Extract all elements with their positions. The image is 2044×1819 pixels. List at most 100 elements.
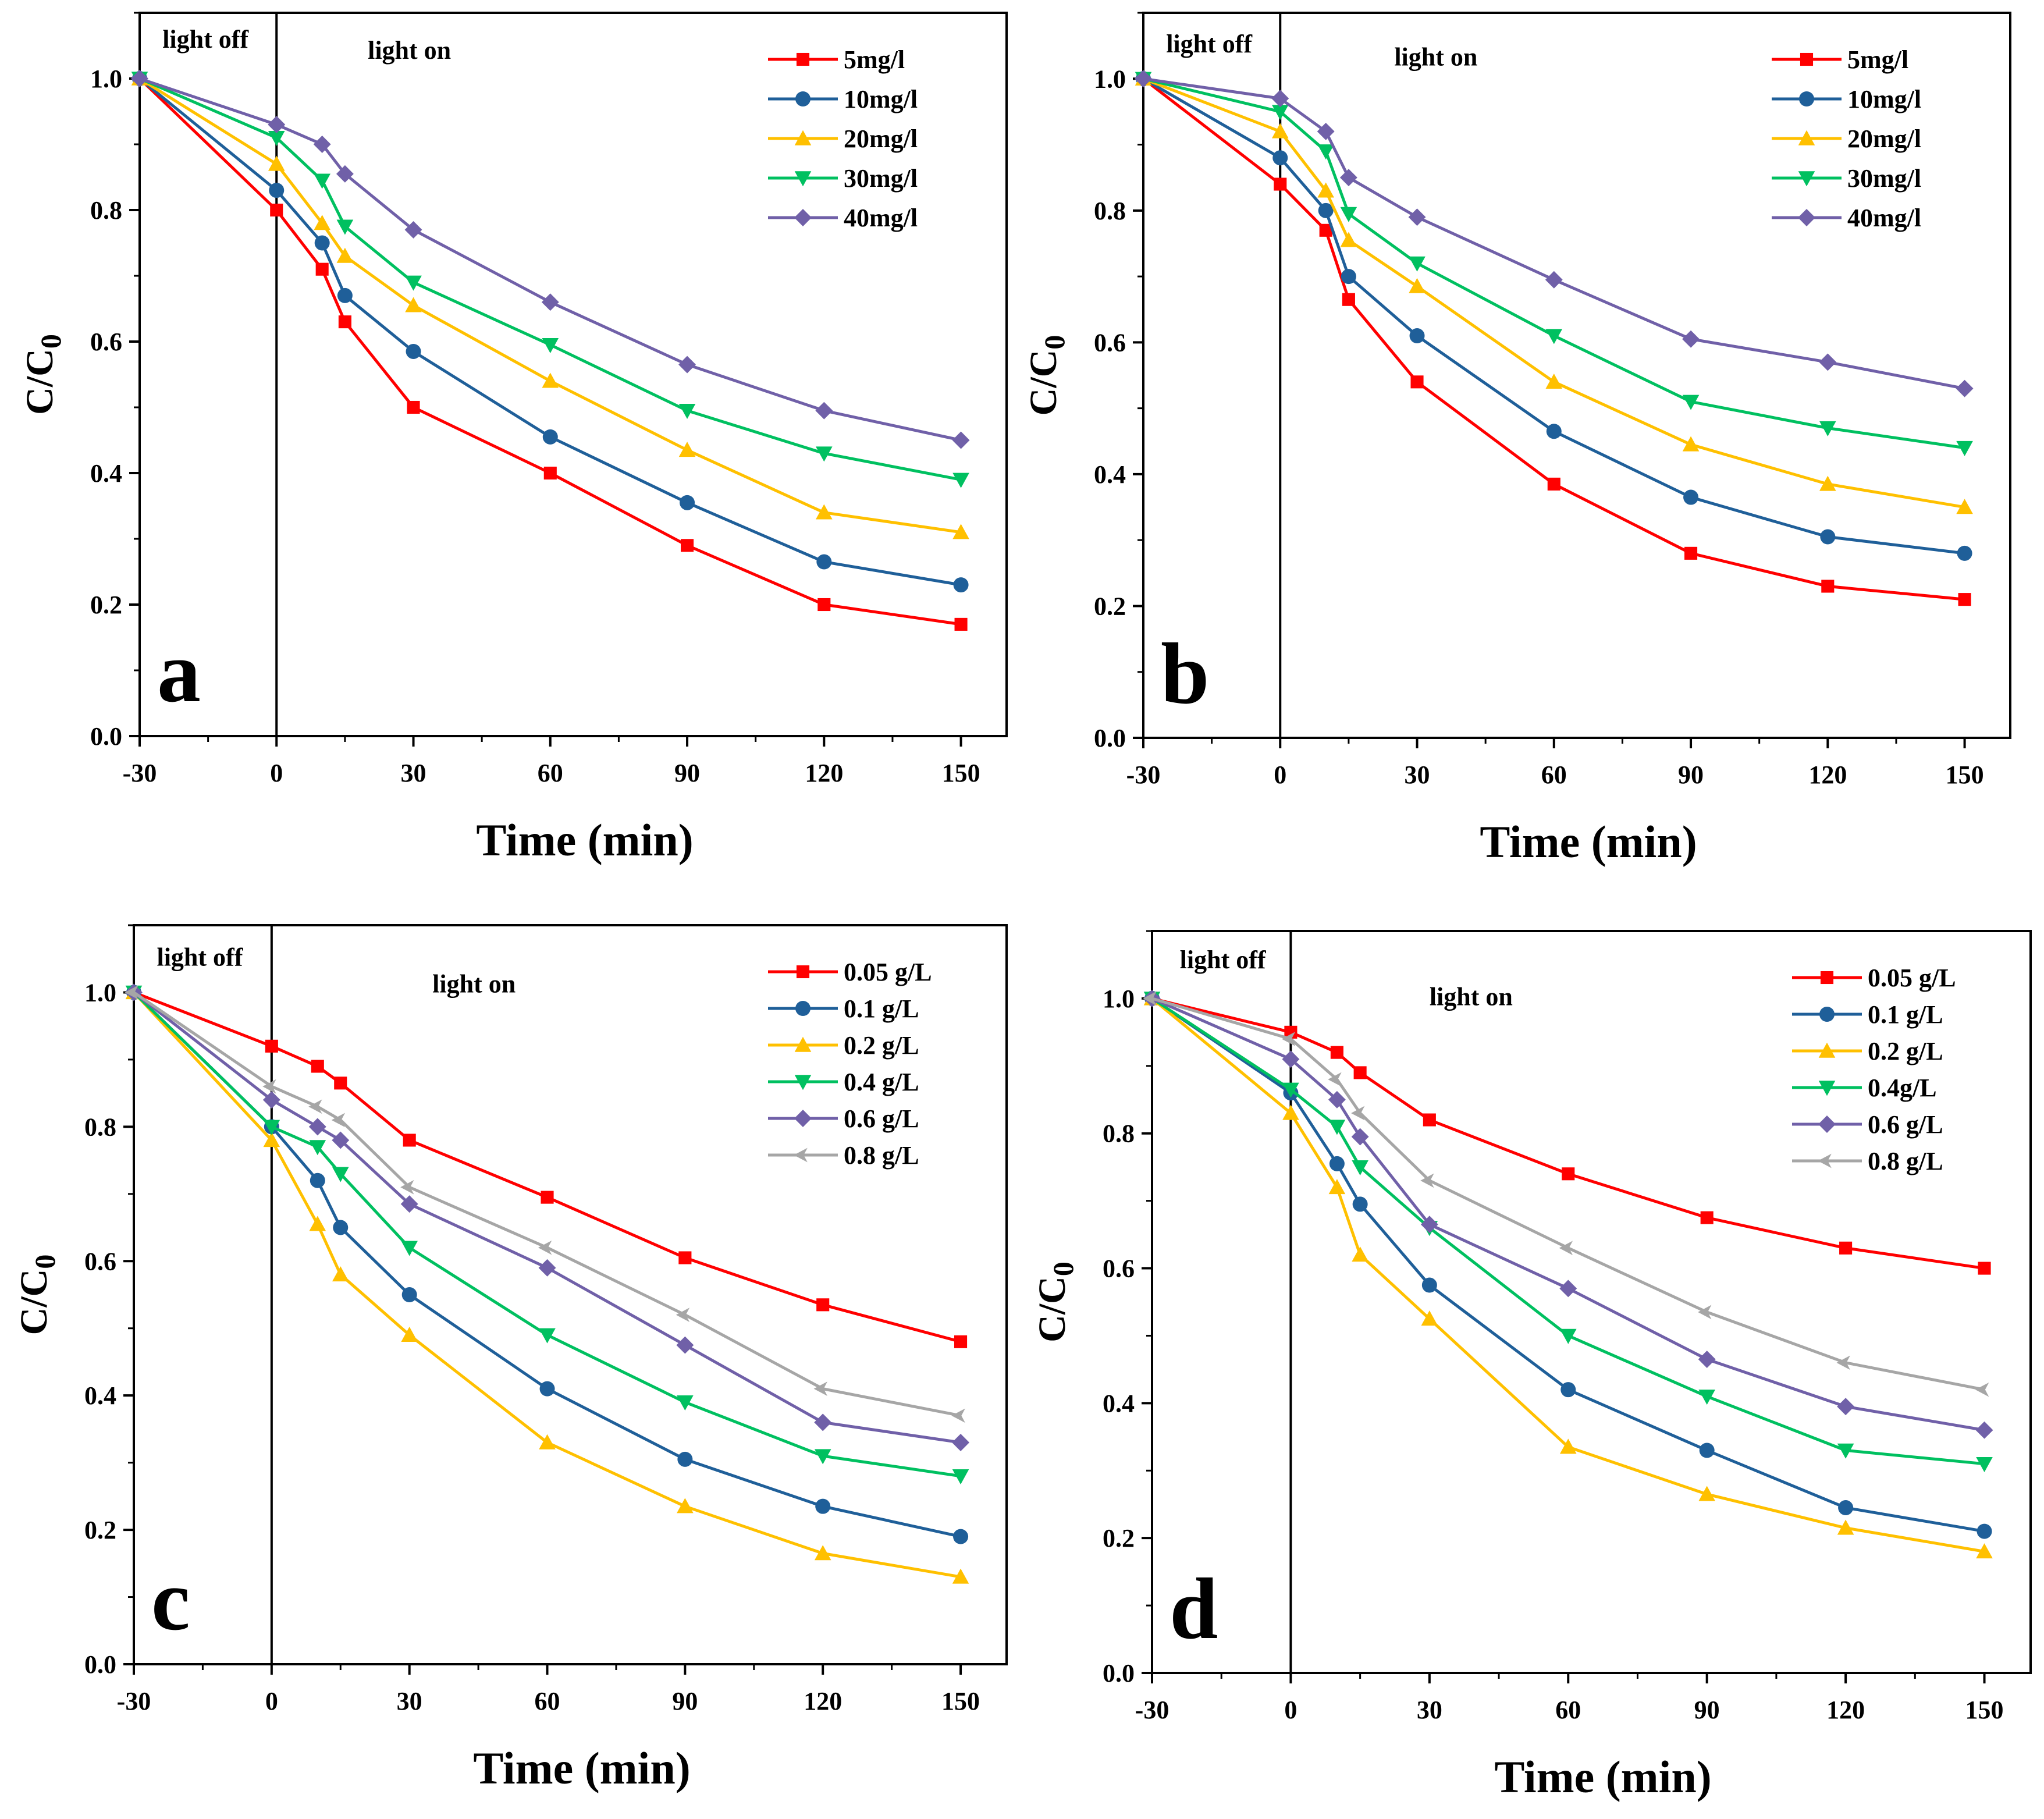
y-tick-label: 0.6 [84, 1247, 116, 1276]
legend-marker [795, 91, 811, 106]
data-point [1819, 353, 1837, 371]
y-axis-title-text: C/C [1031, 1276, 1073, 1342]
y-axis-title: C/C0 [19, 334, 67, 415]
light-off-label: light off [157, 943, 243, 971]
data-point [1698, 1390, 1715, 1405]
data-point [677, 1451, 693, 1467]
data-point [404, 221, 422, 239]
data-point [817, 598, 831, 612]
x-tick-label: 90 [672, 1687, 698, 1715]
legend-marker [794, 171, 812, 187]
data-point [541, 293, 559, 311]
data-point [314, 235, 330, 251]
legend-marker [794, 1075, 812, 1090]
light-on-label: light on [368, 36, 451, 65]
panel-letter: c [151, 1552, 190, 1649]
data-point [1819, 475, 1836, 491]
y-axis-title-text: C/C [13, 1269, 55, 1335]
data-point [954, 617, 968, 631]
y-axis-title-text: C/C [19, 349, 61, 415]
data-point [542, 429, 558, 445]
data-point [1271, 90, 1289, 108]
legend-marker [1798, 171, 1815, 187]
data-point [309, 1216, 326, 1231]
data-point [1559, 1438, 1577, 1454]
data-point [1317, 122, 1335, 140]
data-point [676, 1336, 694, 1354]
data-point [1975, 1421, 1993, 1439]
data-point [538, 1240, 552, 1255]
data-point [1820, 529, 1836, 545]
y-tick-label: 0.2 [1103, 1524, 1135, 1552]
data-point [1975, 1382, 1989, 1397]
y-axis-title: C/C0 [13, 1255, 61, 1335]
legend-item: 0.6 g/L [768, 1104, 919, 1133]
legend-item: 0.2 g/L [768, 1031, 919, 1060]
legend-label: 5mg/l [1847, 45, 1908, 74]
data-point [405, 297, 422, 312]
data-point [1328, 1072, 1342, 1087]
data-point [332, 1167, 349, 1182]
data-point [268, 155, 285, 171]
data-point [1559, 1280, 1577, 1298]
data-point [541, 1191, 554, 1204]
data-point [678, 356, 696, 374]
data-point [1421, 1310, 1438, 1326]
data-point [951, 1408, 965, 1423]
legend-item: 0.2 g/L [1792, 1037, 1943, 1065]
legend-marker [795, 1001, 811, 1016]
data-point [1271, 105, 1289, 120]
data-point [1420, 1173, 1434, 1188]
legend-item: 0.1 g/L [1792, 1000, 1943, 1029]
x-tick-label: 30 [397, 1687, 422, 1715]
legend-item: 30mg/l [768, 164, 918, 193]
data-point [1956, 440, 1973, 456]
legend-label: 5mg/l [844, 45, 905, 74]
y-tick-label: 0.2 [1094, 592, 1126, 620]
panel-a: -30 0 30 60 90 120 150 0.0 0.2 0.4 0.6 0.8 1.0 Time (… [19, 12, 1008, 865]
data-point [1340, 232, 1357, 247]
series-0-1-g-l [1144, 990, 1992, 1539]
data-point [1284, 1025, 1298, 1039]
data-point [311, 1060, 324, 1073]
legend-label: 0.4 g/L [844, 1068, 919, 1096]
data-point [681, 539, 694, 552]
x-tick-label: -30 [1135, 1696, 1169, 1724]
data-point [1271, 123, 1289, 138]
legend-marker [1820, 971, 1834, 985]
legend-marker [794, 1147, 808, 1163]
plot-frame [133, 924, 1008, 1665]
data-point [1329, 1156, 1345, 1171]
series-0-05-g-l [127, 986, 968, 1348]
x-tick-label: -30 [1126, 761, 1161, 789]
y-axis-title-subscript: 0 [1047, 1262, 1079, 1276]
data-point [1410, 375, 1424, 389]
y-tick-label: 0.4 [84, 1381, 116, 1410]
x-tick-label: 120 [805, 759, 843, 787]
x-axis-title: Time (min) [1494, 1752, 1711, 1802]
data-point [952, 431, 970, 449]
data-point [1420, 1216, 1438, 1234]
data-point [952, 524, 969, 539]
legend-marker [1800, 52, 1814, 66]
y-tick-label: 0.6 [1094, 328, 1126, 357]
data-point [405, 275, 422, 291]
data-point [1545, 374, 1563, 389]
data-point [1957, 545, 1972, 561]
light-off-label: light off [162, 25, 249, 54]
data-point [336, 247, 354, 263]
light-off-label: light off [1166, 30, 1253, 58]
data-point [1547, 477, 1560, 491]
data-point [1143, 991, 1157, 1006]
legend-item: 20mg/l [1772, 125, 1921, 153]
data-point [400, 1179, 414, 1195]
data-point [268, 116, 286, 134]
legend-item: 10mg/l [1772, 85, 1921, 113]
legend-item: 0.6 g/L [1792, 1110, 1943, 1139]
data-point [1421, 1277, 1437, 1293]
legend-item: 10mg/l [768, 85, 918, 113]
legend-marker [1818, 1042, 1836, 1058]
data-point [1837, 1519, 1854, 1535]
legend-label: 0.6 g/L [1868, 1110, 1943, 1139]
data-point [952, 1568, 969, 1584]
